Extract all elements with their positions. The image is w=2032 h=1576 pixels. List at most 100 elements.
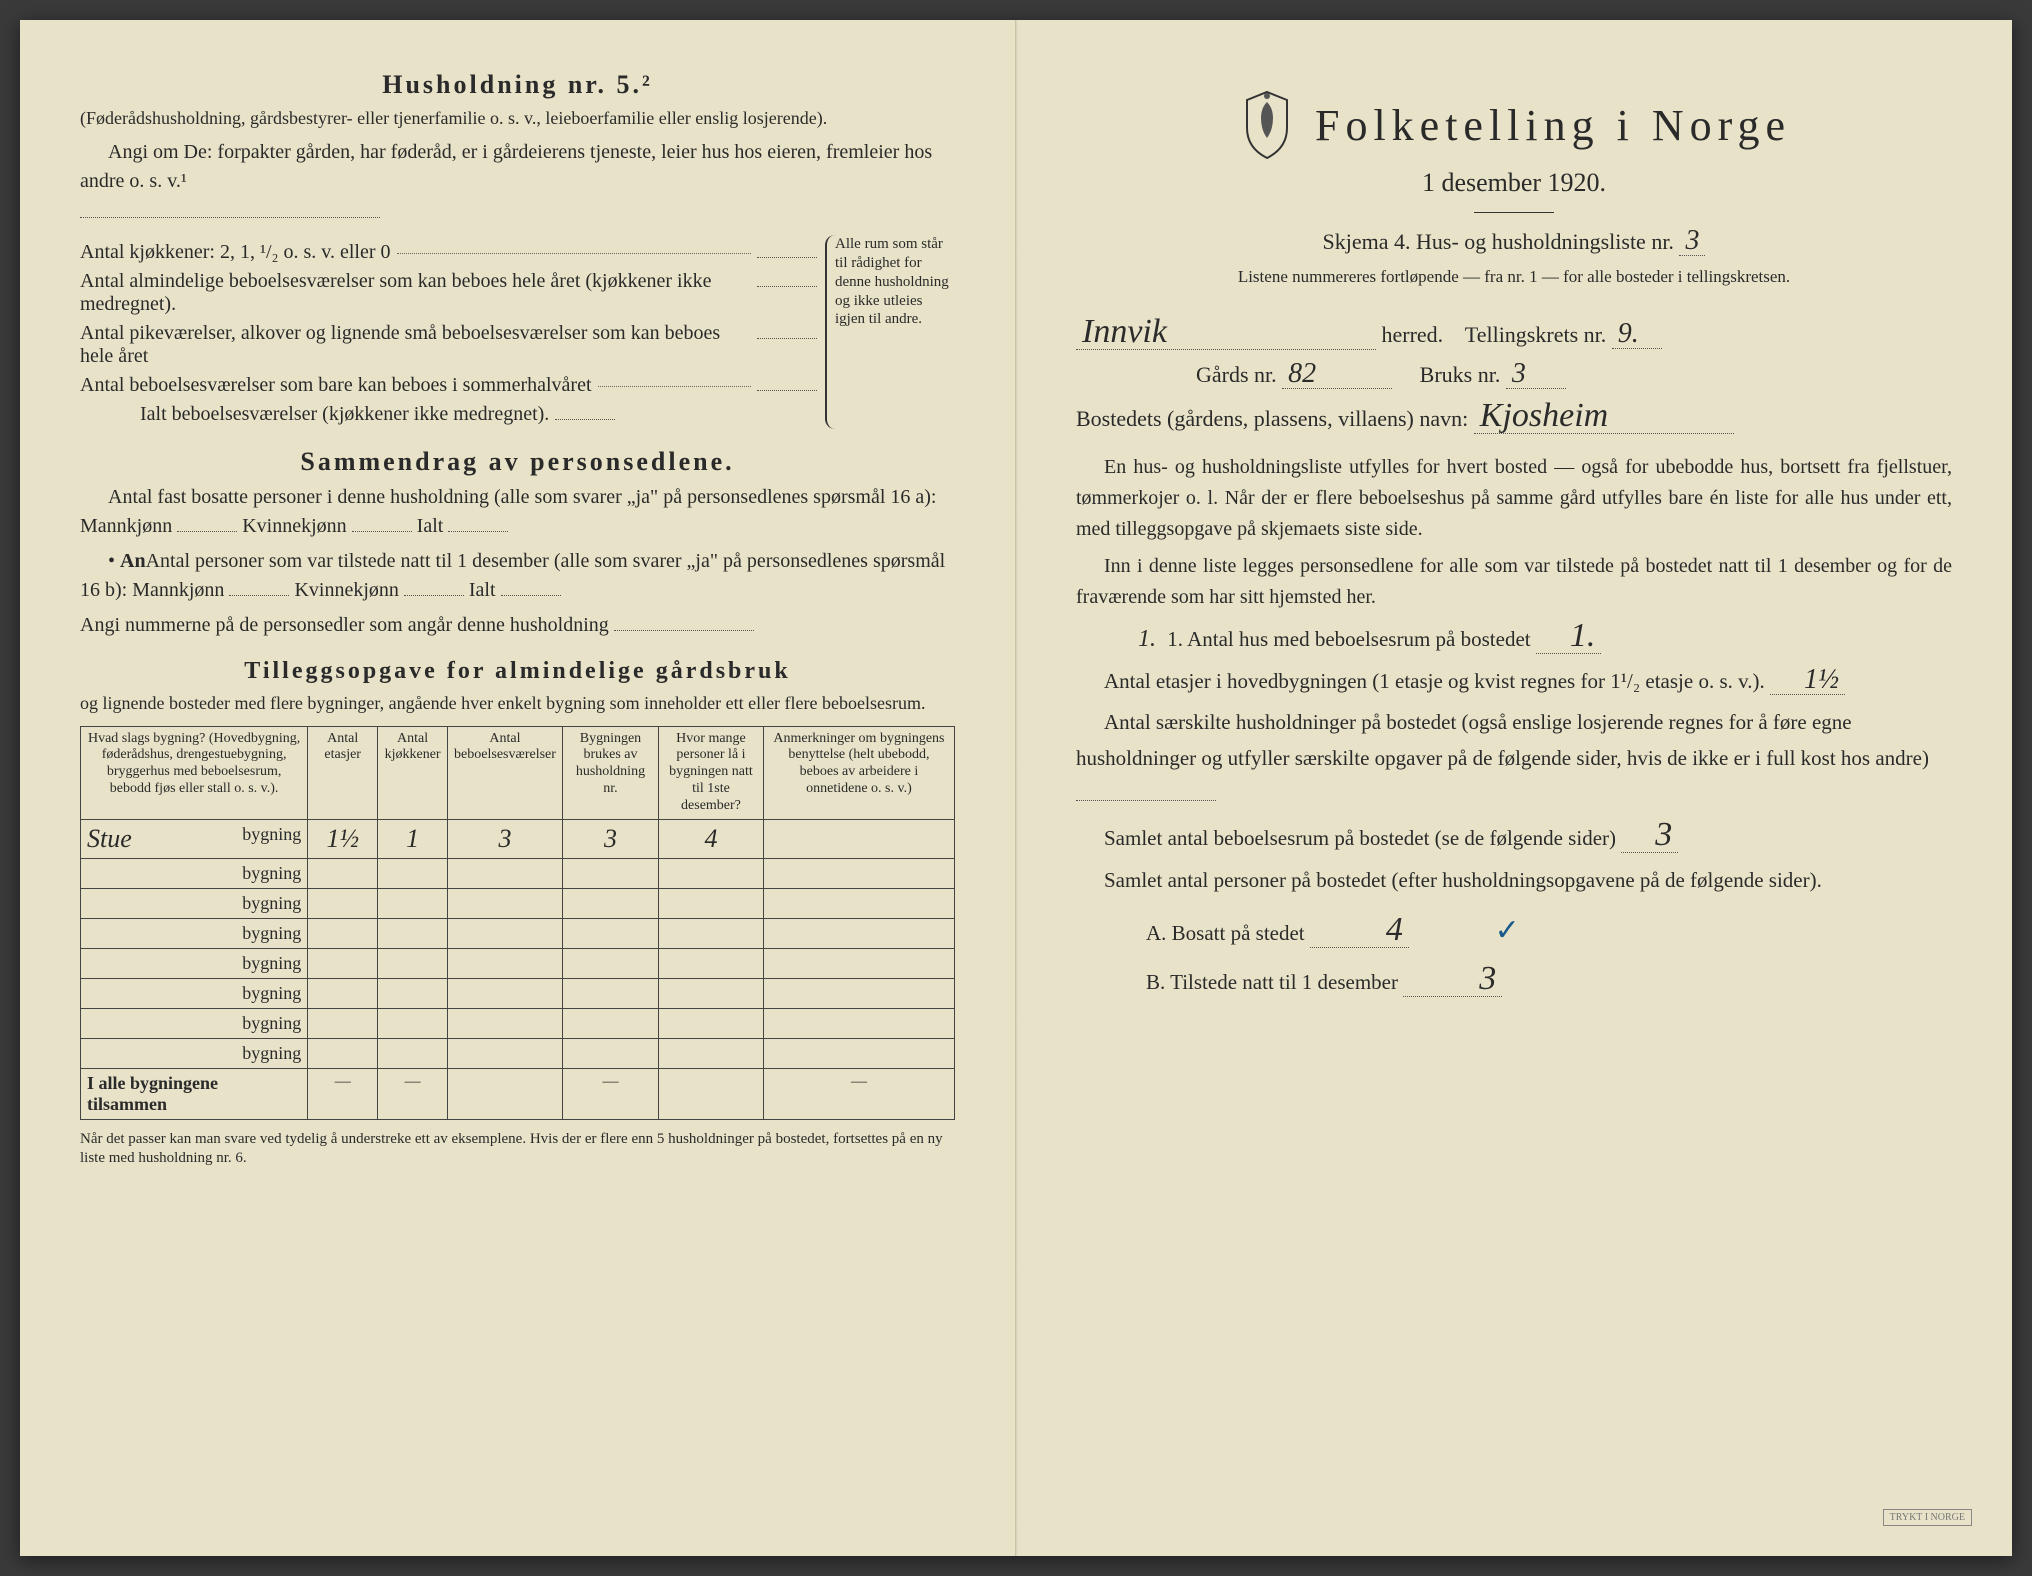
- para-2: Inn i denne liste legges personsedlene f…: [1076, 551, 1952, 613]
- th-6: Anmerkninger om bygningens benyttelse (h…: [763, 726, 954, 819]
- kv-label: Kvinnekjønn: [242, 515, 346, 537]
- title-row: Folketelling i Norge: [1076, 90, 1952, 160]
- gards-nr: 82: [1282, 360, 1392, 389]
- document-spread: Husholdning nr. 5.² (Føderådshusholdning…: [20, 20, 2012, 1556]
- household-sub: (Føderådshusholdning, gårdsbestyrer- ell…: [80, 106, 955, 130]
- table-row: Stuebygning1½1334: [81, 819, 955, 858]
- table-row: bygning: [81, 948, 955, 978]
- title-rule: [1474, 212, 1554, 213]
- item-1: 1. 1. Antal hus med beboelsesrum på bost…: [1076, 619, 1952, 658]
- th-1: Antal etasjer: [308, 726, 378, 819]
- item-B: B. Tilstede natt til 1 desember 3: [1076, 962, 1952, 1001]
- bruks-label: Bruks nr.: [1420, 362, 1501, 387]
- item3-blank: [1076, 780, 1216, 801]
- total-label: I alle bygningene tilsammen: [87, 1073, 218, 1114]
- th-3: Antal beboelsesværelser: [448, 726, 563, 819]
- table-body: Stuebygning1½1334bygningbygningbygningby…: [81, 819, 955, 1068]
- sum3-blank: [614, 611, 754, 631]
- item-A: A. Bosatt på stedet 4 ✓: [1076, 905, 1952, 956]
- dots: [397, 253, 752, 254]
- footnote: Når det passer kan man svare ved tydelig…: [80, 1130, 955, 1169]
- ialt-label2: Ialt: [469, 579, 496, 601]
- sum3-text: Angi nummerne på de personsedler som ang…: [80, 614, 609, 636]
- herred-line: Innvik herred. Tellingskrets nr. 9.: [1076, 315, 1952, 350]
- table-total-row: I alle bygningene tilsammen ————: [81, 1068, 955, 1119]
- main-title: Folketelling i Norge: [1315, 100, 1791, 151]
- check-mark-icon: ✓: [1425, 905, 1520, 956]
- herred-label: herred.: [1382, 322, 1444, 347]
- item-2: Antal etasjer i hovedbygningen (1 etasje…: [1076, 664, 1952, 700]
- body-paragraphs: En hus- og husholdningsliste utfylles fo…: [1076, 452, 1952, 613]
- skjema-label: Skjema 4. Hus- og husholdningsliste nr.: [1323, 229, 1674, 254]
- rooms2-blank: [757, 319, 817, 339]
- tellingskrets-label: Tellingskrets nr.: [1465, 322, 1606, 347]
- building-table: Hvad slags bygning? (Hovedbygning, føder…: [80, 726, 955, 1120]
- skjema-line: Skjema 4. Hus- og husholdningsliste nr. …: [1076, 227, 1952, 256]
- bosted-line: Bostedets (gårdens, plassens, villaens) …: [1076, 399, 1952, 434]
- angi-blank: [80, 202, 380, 218]
- tellingskrets-nr: 9.: [1612, 320, 1662, 349]
- kv-blank2: [404, 576, 464, 596]
- table-row: bygning: [81, 1008, 955, 1038]
- rooms1-blank: [757, 267, 817, 287]
- kv-label2: Kvinnekjønn: [294, 579, 398, 601]
- table-row: bygning: [81, 858, 955, 888]
- household-heading: Husholdning nr. 5.²: [80, 70, 955, 100]
- summary-heading: Sammendrag av personsedlene.: [80, 447, 955, 477]
- rooms-total-blank: [555, 400, 615, 420]
- brace-text: Alle rum som står til rådighet for denne…: [825, 235, 955, 429]
- listene-note: Listene nummereres fortløpende — fra nr.…: [1076, 266, 1952, 289]
- item-5: Samlet antal personer på bostedet (efter…: [1076, 863, 1952, 899]
- itemA-label: A. Bosatt på stedet: [1146, 921, 1305, 945]
- th-0: Hvad slags bygning? (Hovedbygning, føder…: [81, 726, 308, 819]
- tillegg-heading: Tilleggsopgave for almindelige gårdsbruk: [80, 658, 955, 685]
- item4-label: Samlet antal beboelsesrum på bostedet (s…: [1104, 826, 1616, 850]
- table-row: bygning: [81, 978, 955, 1008]
- item2-label: Antal etasjer i hovedbygningen (1 etasje…: [1104, 669, 1765, 693]
- rooms1-label: Antal almindelige beboelsesværelser som …: [80, 270, 745, 316]
- table-head: Hvad slags bygning? (Hovedbygning, føder…: [81, 726, 955, 819]
- item-3: Antal særskilte husholdninger på bostede…: [1076, 705, 1952, 812]
- subtitle-date: 1 desember 1920.: [1076, 168, 1952, 198]
- table-row: bygning: [81, 888, 955, 918]
- tillegg-sub: og lignende bosteder med flere bygninger…: [80, 691, 955, 715]
- ialt-label: Ialt: [417, 515, 444, 537]
- item3-text: Antal særskilte husholdninger på bostede…: [1076, 710, 1929, 770]
- table-row: bygning: [81, 1038, 955, 1068]
- rooms-total-label: Ialt beboelsesværelser (kjøkkener ikke m…: [140, 403, 549, 426]
- gards-line: Gårds nr. 82 Bruks nr. 3: [1076, 360, 1952, 389]
- kitchens-blank: [757, 238, 817, 258]
- summary-3: Angi nummerne på de personsedler som ang…: [80, 611, 955, 640]
- table-row: bygning: [81, 918, 955, 948]
- printer-stamp: TRYKT I NORGE: [1883, 1509, 1972, 1526]
- bosted-value: Kjosheim: [1474, 399, 1734, 434]
- th-5: Hvor mange personer lå i bygningen natt …: [659, 726, 764, 819]
- item4-value: 3: [1621, 818, 1678, 853]
- herred-value: Innvik: [1076, 315, 1376, 350]
- rooms-block: Antal kjøkkener: 2, 1, ¹/₂ o. s. v. elle…: [80, 235, 955, 429]
- mann-blank: [177, 512, 237, 532]
- item1-label: 1. Antal hus med beboelsesrum på bostede…: [1167, 627, 1530, 651]
- dots: [598, 386, 751, 387]
- right-page: Folketelling i Norge 1 desember 1920. Sk…: [1016, 20, 2012, 1556]
- kv-blank: [352, 512, 412, 532]
- th-4: Bygningen brukes av husholdning nr.: [562, 726, 658, 819]
- ialt-blank2: [501, 576, 561, 596]
- itemA-value: 4: [1310, 913, 1409, 948]
- gards-label: Gårds nr.: [1196, 362, 1277, 387]
- summary-1: Antal fast bosatte personer i denne hush…: [80, 483, 955, 541]
- itemB-value: 3: [1403, 962, 1502, 997]
- bruks-nr: 3: [1506, 360, 1566, 389]
- coat-of-arms-icon: [1237, 90, 1297, 160]
- left-page: Husholdning nr. 5.² (Føderådshusholdning…: [20, 20, 1016, 1556]
- skjema-nr: 3: [1679, 227, 1705, 256]
- th-2: Antal kjøkkener: [378, 726, 448, 819]
- rooms3-blank: [757, 371, 817, 391]
- kitchens-label: Antal kjøkkener: 2, 1, ¹/₂ o. s. v. elle…: [80, 241, 391, 264]
- ialt-blank: [448, 512, 508, 532]
- summary-2: • AnAntal personer som var tilstede natt…: [80, 547, 955, 605]
- para-1: En hus- og husholdningsliste utfylles fo…: [1076, 452, 1952, 545]
- rooms3-label: Antal beboelsesværelser som bare kan beb…: [80, 374, 592, 397]
- itemB-label: B. Tilstede natt til 1 desember: [1146, 970, 1398, 994]
- item-4: Samlet antal beboelsesrum på bostedet (s…: [1076, 818, 1952, 857]
